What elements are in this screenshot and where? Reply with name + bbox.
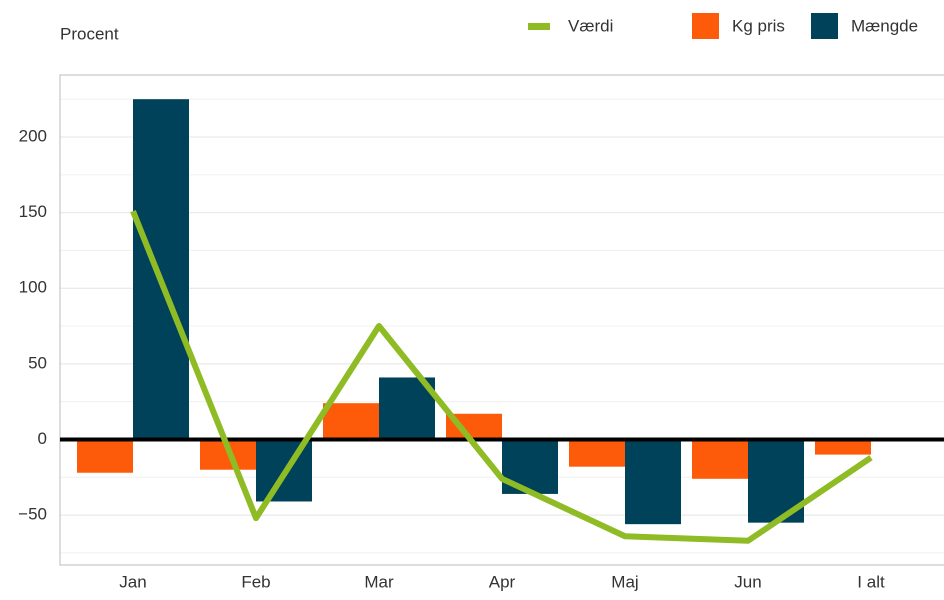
legend-swatch — [528, 23, 550, 30]
x-tick-label: Maj — [611, 572, 638, 591]
legend-label: Kg pris — [732, 16, 785, 35]
bar — [569, 439, 625, 467]
bar — [815, 439, 871, 455]
bar — [692, 439, 748, 479]
line — [130, 209, 873, 544]
bar — [323, 403, 379, 440]
x-tick-label: I alt — [857, 572, 885, 591]
legend-label: Mængde — [851, 16, 918, 35]
legend-label: Værdi — [568, 16, 613, 35]
bar — [77, 439, 133, 473]
y-tick-label: 200 — [19, 126, 47, 145]
y-tick-label: 0 — [38, 429, 47, 448]
x-tick-label: Jan — [119, 572, 146, 591]
y-tick-label: 150 — [19, 202, 47, 221]
bar — [133, 99, 189, 440]
y-axis-label: Procent — [60, 24, 119, 43]
x-tick-label: Jun — [734, 572, 761, 591]
bar — [625, 439, 681, 525]
x-tick-label: Apr — [489, 572, 516, 591]
y-tick-label: 100 — [19, 278, 47, 297]
plot-frame — [59, 74, 944, 566]
legend-swatch — [692, 13, 719, 39]
y-tick-label: −50 — [18, 505, 47, 524]
legend-swatch — [811, 13, 838, 39]
x-tick-label: Feb — [241, 572, 270, 591]
x-tick-label: Mar — [364, 572, 394, 591]
y-tick-label: 50 — [28, 353, 47, 372]
